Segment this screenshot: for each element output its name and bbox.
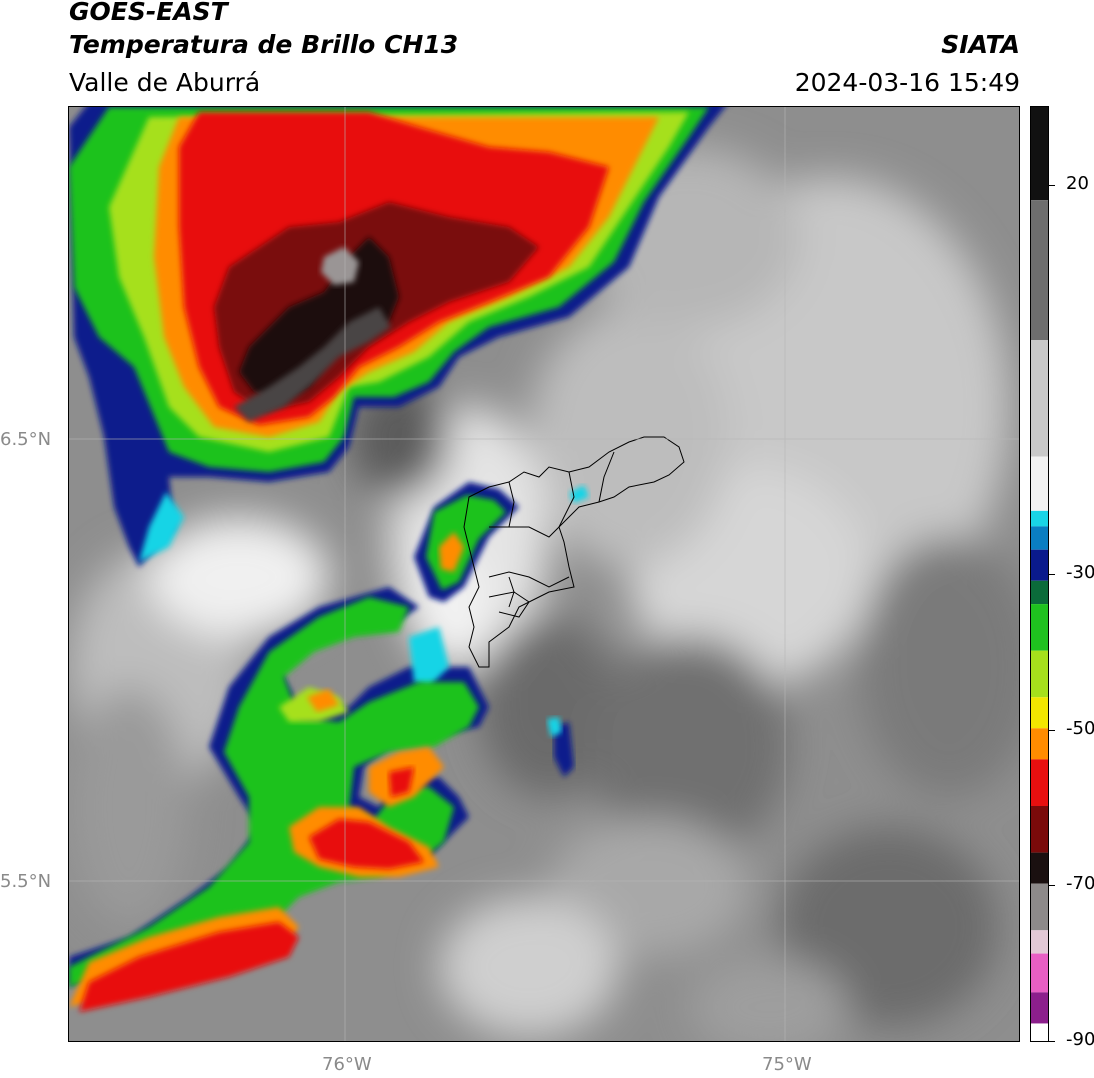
colorbar-segment <box>1031 759 1048 807</box>
datetime-label: 2024-03-16 15:49 <box>794 68 1020 97</box>
satellite-map <box>68 106 1020 1042</box>
colorbar-segment <box>1031 340 1048 457</box>
colorbar-segment <box>1031 526 1048 550</box>
colorbar-segment <box>1031 549 1048 581</box>
colorbar-tick-label: -90 <box>1066 1029 1094 1050</box>
colorbar-segment <box>1031 107 1048 201</box>
colorbar-tick-label: 20 <box>1066 172 1089 194</box>
colorbar-tick-label: -70 <box>1066 873 1094 895</box>
colorbar-segment <box>1031 580 1048 605</box>
colorbar-segment <box>1031 806 1048 853</box>
municipal-boundaries <box>463 436 685 668</box>
satellite-title: GOES-EAST <box>69 0 228 26</box>
lat-label-6-5: 6.5°N <box>0 429 52 450</box>
colorbar-tick <box>1049 184 1055 186</box>
colorbar-tick-label: -30 <box>1066 562 1094 583</box>
convective-cloud-north <box>69 107 725 567</box>
colorbar-segment <box>1031 697 1048 729</box>
colorbar-tick <box>1049 885 1055 887</box>
agency-label: SIATA <box>941 30 1020 59</box>
colorbar-segment <box>1031 728 1048 760</box>
colorbar-segment <box>1031 510 1048 527</box>
colorbar-segment <box>1031 456 1048 511</box>
colorbar-segment <box>1031 200 1048 341</box>
colorbar-segment <box>1031 930 1048 954</box>
gray-cloud-field <box>69 147 1019 1041</box>
colorbar-tick <box>1049 729 1055 731</box>
colorbar-tick <box>1049 574 1055 575</box>
product-title: Temperatura de Brillo CH13 <box>69 30 459 59</box>
colorbar-tick-label: -50 <box>1066 717 1094 739</box>
colorbar-segment <box>1031 992 1048 1024</box>
brightness-temperature-field <box>69 107 1019 1041</box>
colorbar-segment <box>1031 852 1048 884</box>
colorbar-segment <box>1031 953 1048 993</box>
colorbar-segment <box>1031 650 1048 698</box>
gridlines <box>69 107 1019 1041</box>
colorbar-tick <box>1049 1041 1055 1042</box>
colorbar-segment <box>1031 883 1048 931</box>
lon-label-76w: 76°W <box>322 1054 372 1075</box>
colorbar-segment <box>1031 604 1048 651</box>
lon-label-75w: 75°W <box>762 1054 812 1075</box>
temperature-colorbar <box>1030 106 1049 1042</box>
convective-cloud-south <box>69 587 574 1012</box>
region-title: Valle de Aburrá <box>69 68 261 97</box>
lat-label-5-5: 5.5°N <box>0 871 52 892</box>
colorbar-segment <box>1031 1023 1048 1040</box>
convective-cloud-center <box>414 482 589 602</box>
